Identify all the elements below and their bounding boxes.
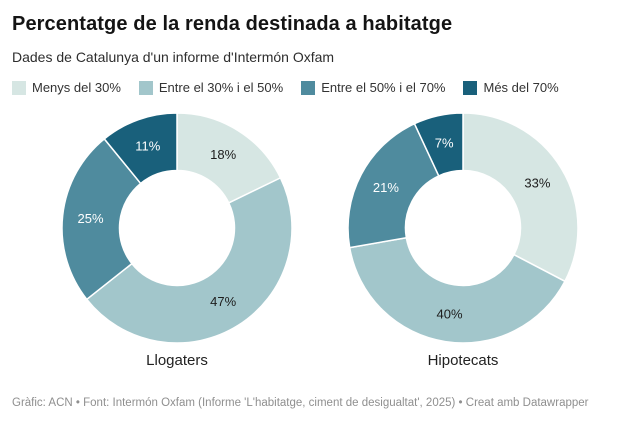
legend-swatch (12, 80, 26, 95)
slice-label: 11% (135, 139, 160, 154)
donut-slice (61, 138, 142, 301)
legend-label: Més del 70% (483, 80, 559, 95)
donut-slice (348, 237, 566, 344)
donut-figure-llogaters: 18% 47% 25% 11% Llogaters (59, 110, 295, 370)
donut-slice (413, 112, 464, 177)
legend: Menys del 30% Entre el 30% i el 50% Entre … (12, 80, 628, 95)
donut-caption-llogaters: Llogaters (146, 352, 208, 369)
slice-label: 18% (210, 147, 236, 162)
legend-item: Menys del 30% (12, 80, 121, 95)
slice-label: 33% (524, 175, 550, 190)
donut-slice (462, 112, 579, 283)
donut-chart-hipotecats: 33% 40% 21% 7% (347, 112, 579, 344)
chart-row: 18% 47% 25% 11% Llogaters 33% 40% 21% 7% Hipot… (12, 110, 628, 370)
legend-swatch (463, 80, 478, 95)
slice-label: 47% (210, 294, 236, 309)
legend-label: Entre el 30% i el 50% (158, 80, 284, 95)
page-title: Percentatge de la renda destinada a habi… (12, 13, 453, 35)
donut-slice (103, 112, 178, 185)
slice-label: 7% (435, 136, 454, 151)
legend-label: Menys del 30% (32, 80, 121, 95)
slice-label: 25% (77, 211, 103, 226)
attribution-footer: Gràfic: ACN • Font: Intermón Oxfam (Info… (12, 397, 589, 409)
donut-caption-hipotecats: Hipotecats (427, 352, 499, 369)
donut-figure-hipotecats: 33% 40% 21% 7% Hipotecats (345, 110, 581, 370)
slice-label: 21% (373, 180, 399, 195)
legend-item: Més del 70% (463, 80, 559, 95)
page-subtitle: Dades de Catalunya d'un informe d'Interm… (12, 49, 335, 65)
legend-swatch (138, 80, 153, 95)
legend-label: Entre el 50% i el 70% (321, 80, 446, 95)
donut-slice (86, 177, 293, 344)
legend-item: Entre el 30% i el 50% (138, 80, 284, 95)
donut-chart-llogaters: 18% 47% 25% 11% (61, 112, 293, 344)
slice-label: 40% (436, 306, 462, 321)
legend-item: Entre el 50% i el 70% (301, 80, 445, 95)
donut-slice (347, 122, 440, 249)
legend-swatch (301, 80, 316, 95)
